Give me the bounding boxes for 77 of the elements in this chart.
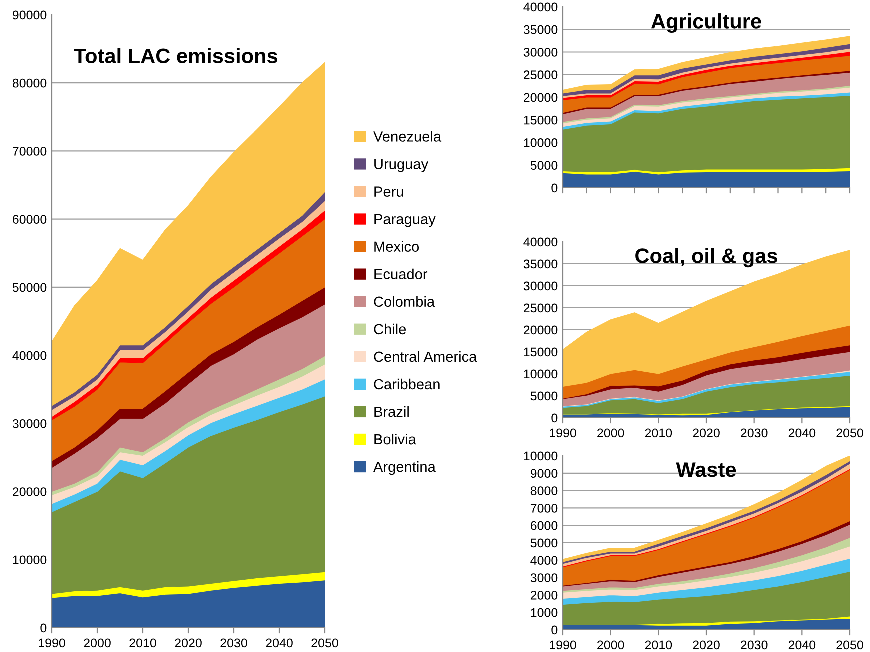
x-tick-label: 2020: [175, 638, 202, 648]
y-tick-label: 2000: [530, 591, 558, 600]
y-tick-label: 25000: [524, 304, 558, 313]
x-tick-label: 2050: [312, 638, 338, 648]
x-tick-label: 2010: [645, 640, 672, 650]
y-tick-label: 15000: [524, 348, 558, 357]
chart-title: Agriculture: [651, 14, 762, 34]
x-tick-label: 2020: [693, 428, 720, 438]
legend-label: Chile: [374, 324, 406, 335]
y-tick-label: 20000: [524, 93, 558, 102]
y-tick-label: 35000: [524, 25, 558, 34]
y-tick-label: 10000: [524, 138, 558, 148]
x-tick-label: 2040: [788, 640, 816, 650]
y-tick-label: 15000: [524, 116, 558, 125]
x-tick-label: 1990: [39, 638, 66, 648]
y-tick-label: 35000: [524, 260, 558, 269]
y-tick-label: 30000: [12, 419, 47, 428]
y-tick-label: 5000: [530, 161, 558, 170]
x-tick-label: 2010: [645, 428, 672, 438]
y-tick-label: 10000: [524, 370, 558, 379]
x-tick-label: 2050: [836, 640, 864, 650]
legend-label: Argentina: [373, 462, 436, 476]
text: Total LAC emissions: [74, 48, 278, 64]
y-tick-label: 1000: [531, 608, 558, 618]
y-tick-label: 0: [40, 624, 47, 633]
x-tick-label: 2040: [266, 638, 293, 648]
x-tick-label: 2030: [220, 638, 248, 648]
legend-label: Bolivia: [374, 434, 416, 445]
y-tick-label: 4000: [530, 556, 558, 566]
y-tick-label: 40000: [524, 238, 558, 247]
y-tick-label: 8000: [530, 486, 558, 496]
x-tick-label: 2000: [598, 428, 624, 438]
x-tick-label: 2000: [598, 640, 624, 650]
y-tick-label: 50000: [12, 283, 47, 292]
y-tick-label: 0: [552, 626, 558, 635]
y-tick-label: 20000: [13, 488, 47, 496]
y-tick-label: 5000: [530, 392, 558, 401]
y-tick-label: 20000: [524, 326, 558, 335]
legend-label: Mexico: [374, 241, 420, 252]
y-tick-label: 30000: [524, 282, 558, 291]
y-tick-label: 70000: [13, 147, 47, 156]
x-tick-label: 2050: [836, 428, 864, 438]
legend-label: Paraguay: [374, 214, 436, 228]
y-tick-label: 6000: [530, 521, 558, 530]
y-tick-label: 0: [552, 414, 558, 423]
x-tick-label: 1990: [550, 428, 576, 438]
y-tick-label: 7000: [530, 504, 558, 513]
chart-title: Waste: [676, 462, 736, 478]
x-tick-label: 2030: [741, 428, 768, 438]
x-tick-label: 2040: [788, 428, 816, 438]
y-tick-label: 3000: [530, 574, 558, 582]
legend-label: Venezuela: [374, 131, 442, 142]
legend-label: Uruguay: [374, 159, 429, 172]
y-tick-label: 80000: [12, 78, 47, 88]
x-tick-label: 2020: [693, 640, 720, 650]
y-tick-label: 10000: [13, 556, 47, 565]
y-tick-label: 25000: [524, 70, 558, 80]
y-tick-label: 10000: [524, 452, 558, 461]
y-tick-label: 5000: [530, 538, 558, 548]
x-tick-label: 2010: [130, 638, 156, 648]
x-tick-label: 2000: [84, 638, 111, 648]
y-tick-label: 60000: [13, 215, 47, 224]
y-tick-label: 40000: [12, 351, 47, 360]
legend-label: Brazil: [374, 406, 409, 418]
legend-label: Central America: [374, 351, 478, 362]
y-tick-label: 30000: [524, 48, 558, 57]
y-tick-label: 9000: [530, 469, 558, 478]
legend-label: Caribbean: [374, 378, 440, 390]
legend-label: Peru: [374, 186, 404, 197]
legend-label: Colombia: [374, 296, 436, 308]
y-tick-label: 0: [552, 184, 558, 193]
x-tick-label: 1990: [550, 640, 576, 650]
x-tick-label: 2030: [741, 640, 768, 650]
y-tick-label: 90000: [12, 10, 47, 20]
y-tick-label: 40000: [524, 2, 558, 12]
chart-title: Coal, oil & gas: [636, 248, 778, 268]
legend-label: Ecuador: [374, 268, 428, 280]
